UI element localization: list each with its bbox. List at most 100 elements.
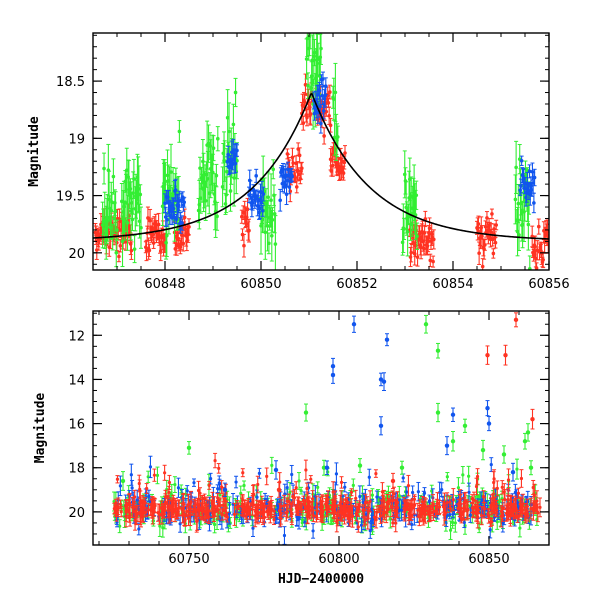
bottom-outlier-green xyxy=(525,423,531,442)
bottom-point-blue xyxy=(342,482,347,493)
bottom-point-red xyxy=(281,494,286,517)
top-point-blue xyxy=(260,204,265,217)
bottom-x-tick-label: 60750 xyxy=(168,552,209,567)
bottom-point-red xyxy=(457,494,462,517)
top-point-green xyxy=(164,225,169,260)
bottom-point-blue xyxy=(401,473,406,483)
bottom-point-red xyxy=(474,477,479,496)
bottom-point-red xyxy=(177,499,182,516)
top-point-red xyxy=(341,165,346,181)
bottom-data-points xyxy=(112,312,542,545)
top-point-blue xyxy=(316,100,321,124)
bottom-point-red xyxy=(169,499,174,522)
bottom-point-red xyxy=(127,493,132,507)
bottom-point-red xyxy=(356,521,361,533)
bottom-point-red xyxy=(353,489,358,507)
top-point-green xyxy=(414,180,419,210)
top-point-green xyxy=(139,206,143,249)
top-point-blue xyxy=(170,210,175,226)
bottom-panel: 60750 60800 60850 12 14 16 18 20 Magnitude HJD−… xyxy=(33,310,550,587)
bottom-point-green xyxy=(514,458,519,480)
top-point-red xyxy=(294,180,299,194)
top-point-red xyxy=(129,241,134,260)
top-point-red xyxy=(291,156,296,170)
top-point-green xyxy=(318,33,323,81)
top-point-blue xyxy=(254,168,259,183)
bottom-outlier-green xyxy=(501,445,507,464)
bottom-y-tick-label: 14 xyxy=(68,373,85,388)
bottom-point-red xyxy=(223,500,228,512)
top-panel: 60848 60850 60852 60854 60856 18.5 19 19.5 20 Ma… xyxy=(27,32,570,292)
bottom-outlier-green xyxy=(435,342,441,359)
bottom-panel-frame xyxy=(92,310,550,546)
bottom-point-red xyxy=(144,483,149,494)
bottom-point-red xyxy=(513,497,518,512)
top-point-green xyxy=(211,135,216,162)
bottom-point-red xyxy=(486,508,491,524)
bottom-outlier-green xyxy=(480,439,486,461)
bottom-point-red xyxy=(278,512,283,525)
top-point-red xyxy=(482,238,487,260)
bottom-point-red xyxy=(423,505,428,524)
top-point-blue xyxy=(182,196,187,208)
top-point-green xyxy=(138,184,143,205)
bottom-point-red xyxy=(241,503,246,513)
bottom-point-red xyxy=(232,502,237,526)
bottom-point-blue xyxy=(374,490,379,504)
bottom-outlier-blue xyxy=(273,460,279,480)
bottom-point-red xyxy=(253,506,258,517)
bottom-outlier-blue xyxy=(485,400,490,417)
bottom-point-red xyxy=(334,511,339,533)
top-point-red xyxy=(301,115,306,131)
bottom-outlier-green xyxy=(423,314,429,334)
bottom-point-red xyxy=(500,511,505,520)
top-point-red xyxy=(145,206,150,230)
bottom-point-red xyxy=(380,506,385,523)
bottom-point-red xyxy=(113,505,118,514)
bottom-point-red xyxy=(354,506,359,522)
top-point-green xyxy=(132,235,137,264)
bottom-point-red xyxy=(385,493,390,512)
top-point-blue xyxy=(518,178,523,194)
bottom-point-red xyxy=(308,475,313,484)
top-point-green xyxy=(513,174,518,225)
bottom-point-red xyxy=(417,504,422,527)
top-point-red xyxy=(534,262,539,270)
bottom-outlier-green xyxy=(528,460,534,476)
bottom-outlier-blue xyxy=(444,436,450,456)
bottom-point-red xyxy=(256,507,261,518)
bottom-point-green xyxy=(242,480,247,491)
bottom-point-red xyxy=(495,480,500,497)
bottom-point-blue xyxy=(129,463,134,486)
bottom-point-blue xyxy=(130,479,135,496)
top-point-green xyxy=(331,85,335,109)
bottom-outlier-blue xyxy=(378,416,384,436)
bottom-point-green xyxy=(155,466,160,485)
bottom-point-red xyxy=(167,474,172,491)
top-point-green xyxy=(308,33,313,50)
top-point-red xyxy=(158,241,163,262)
bottom-point-red xyxy=(295,496,300,516)
bottom-point-red xyxy=(115,475,120,484)
bottom-point-red xyxy=(519,497,524,515)
bottom-y-tick-label: 18 xyxy=(68,462,85,477)
top-point-green xyxy=(177,120,182,143)
bottom-point-red xyxy=(202,501,207,522)
top-y-tick-label: 19.5 xyxy=(56,190,85,205)
bottom-outlier-blue xyxy=(384,333,390,347)
bottom-point-red xyxy=(150,496,155,517)
bottom-point-red xyxy=(388,492,393,510)
top-point-green xyxy=(527,255,532,270)
bottom-point-red xyxy=(402,501,407,522)
bottom-point-red xyxy=(207,480,212,490)
bottom-outlier-blue xyxy=(510,462,516,482)
bottom-point-red xyxy=(299,500,304,512)
top-point-red xyxy=(482,239,487,251)
bottom-point-red xyxy=(482,502,487,517)
bottom-point-red xyxy=(255,475,260,494)
bottom-point-red xyxy=(378,508,383,524)
bottom-point-red xyxy=(492,496,497,511)
bottom-point-red xyxy=(500,480,505,495)
bottom-outlier-red xyxy=(276,481,282,498)
